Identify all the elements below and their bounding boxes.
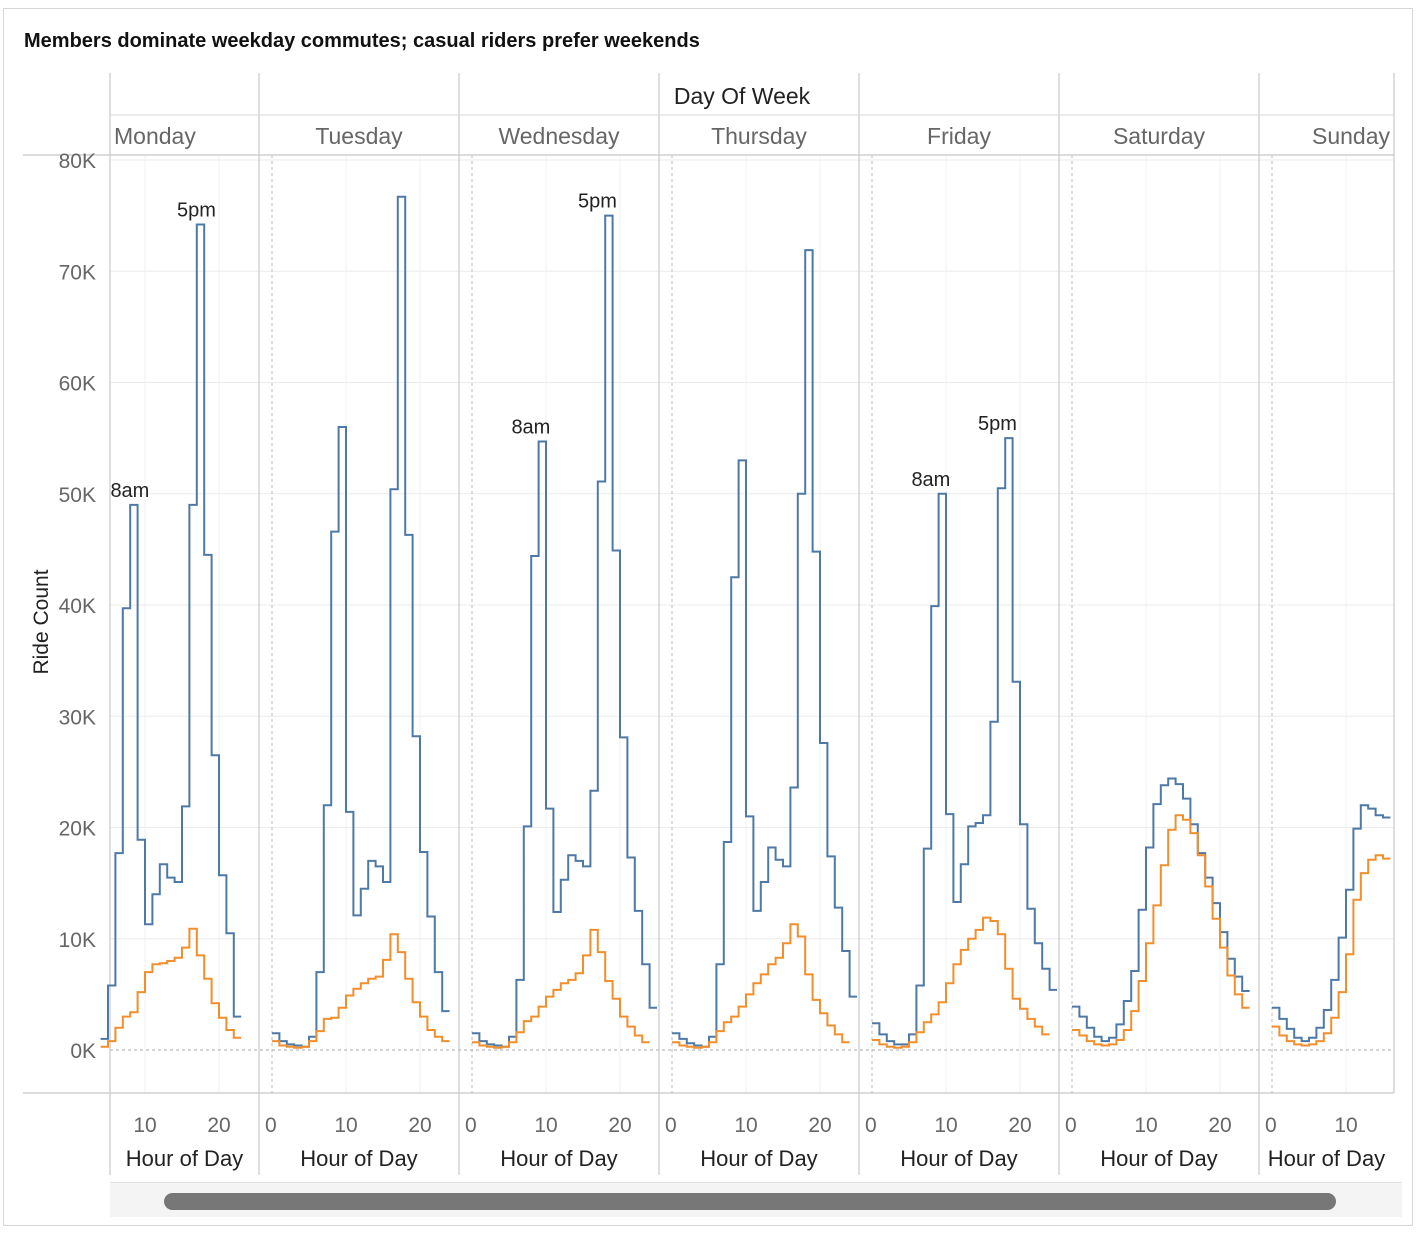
peak-annotation: 5pm xyxy=(978,413,1017,435)
panel-header-wednesday: Wednesday xyxy=(498,123,620,149)
panel-header-monday: Monday xyxy=(114,123,196,149)
y-tick-label: 10K xyxy=(59,929,96,952)
x-tick-label: 20 xyxy=(207,1114,230,1137)
panel-header-friday: Friday xyxy=(927,123,991,149)
casual-line-tuesday xyxy=(272,933,450,1049)
y-axis-label: Ride Count xyxy=(30,569,53,674)
x-tick-label: 10 xyxy=(734,1114,757,1137)
x-axis-label: Hour of Day xyxy=(126,1146,243,1171)
member-line-saturday xyxy=(1072,777,1250,1043)
y-tick-label: 50K xyxy=(59,484,96,507)
x-tick-label: 10 xyxy=(1134,1114,1157,1137)
x-tick-label: 10 xyxy=(934,1114,957,1137)
casual-line-friday xyxy=(872,916,1050,1049)
x-tick-label: 20 xyxy=(808,1114,831,1137)
x-tick-label: 10 xyxy=(1334,1114,1357,1137)
x-tick-label: 10 xyxy=(334,1114,357,1137)
member-line-sunday xyxy=(1272,804,1391,1043)
x-axis-label: Hour of Day xyxy=(1268,1146,1385,1171)
casual-line-monday xyxy=(100,927,242,1048)
y-tick-label: 40K xyxy=(59,595,96,618)
x-tick-label: 0 xyxy=(265,1114,277,1137)
member-line-wednesday xyxy=(472,214,657,1048)
panel-header-sunday: Sunday xyxy=(1312,123,1391,149)
x-tick-label: 0 xyxy=(665,1114,677,1137)
member-line-tuesday xyxy=(272,195,450,1048)
chart-frame xyxy=(3,8,1413,1226)
panel-header-saturday: Saturday xyxy=(1113,123,1206,149)
y-tick-label: 70K xyxy=(59,261,96,284)
peak-annotation: 5pm xyxy=(177,200,216,222)
peak-annotation: 8am xyxy=(110,480,149,502)
y-tick-label: 60K xyxy=(59,373,96,396)
member-line-thursday xyxy=(672,249,857,1048)
x-axis-label: Hour of Day xyxy=(500,1146,617,1171)
x-tick-label: 0 xyxy=(1265,1114,1277,1137)
horizontal-scrollbar-thumb[interactable] xyxy=(164,1193,1336,1210)
x-axis-label: Hour of Day xyxy=(300,1146,417,1171)
x-axis-label: Hour of Day xyxy=(700,1146,817,1171)
x-tick-label: 20 xyxy=(1008,1114,1031,1137)
member-line-monday xyxy=(100,223,242,1040)
x-tick-label: 20 xyxy=(608,1114,631,1137)
x-tick-label: 10 xyxy=(534,1114,557,1137)
x-tick-label: 0 xyxy=(865,1114,877,1137)
casual-line-sunday xyxy=(1272,854,1391,1047)
x-tick-label: 0 xyxy=(1065,1114,1077,1137)
y-tick-label: 30K xyxy=(59,706,96,729)
y-tick-label: 20K xyxy=(59,818,96,841)
x-tick-label: 10 xyxy=(133,1114,156,1137)
y-tick-label: 0K xyxy=(70,1040,96,1063)
x-axis-label: Hour of Day xyxy=(900,1146,1017,1171)
casual-line-wednesday xyxy=(472,928,650,1049)
column-header: Day Of Week xyxy=(674,83,811,109)
y-tick-label: 80K xyxy=(59,150,96,173)
peak-annotation: 5pm xyxy=(578,191,617,213)
panel-header-tuesday: Tuesday xyxy=(315,123,403,149)
x-tick-label: 20 xyxy=(1208,1114,1231,1137)
panel-header-thursday: Thursday xyxy=(711,123,807,149)
casual-line-thursday xyxy=(672,923,850,1049)
x-axis-label: Hour of Day xyxy=(1100,1146,1217,1171)
x-tick-label: 20 xyxy=(408,1114,431,1137)
casual-line-saturday xyxy=(1072,814,1250,1047)
peak-annotation: 8am xyxy=(911,469,950,491)
chart-title: Members dominate weekday commutes; casua… xyxy=(24,30,700,52)
x-tick-label: 0 xyxy=(465,1114,477,1137)
member-line-friday xyxy=(872,437,1057,1046)
peak-annotation: 8am xyxy=(511,416,550,438)
